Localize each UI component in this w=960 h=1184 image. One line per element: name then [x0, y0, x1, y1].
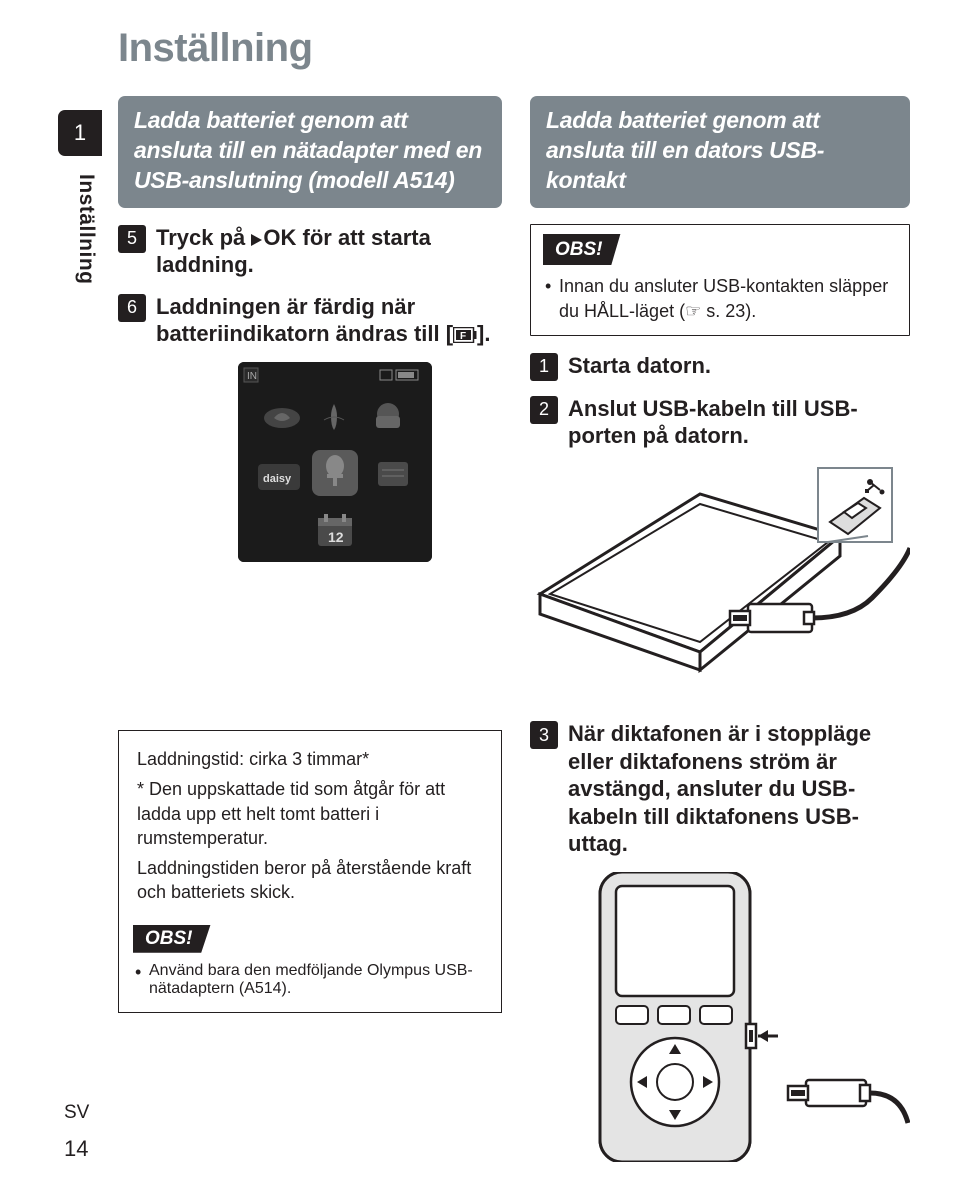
- right-header-box: Ladda batteriet genom att ansluta till e…: [530, 96, 910, 208]
- step-r1-text: Starta datorn.: [568, 352, 910, 381]
- battery-full-icon: F: [453, 327, 477, 343]
- lower-right-block: 3 När diktafonen är i stoppläge eller di…: [530, 720, 910, 1132]
- svg-text:F: F: [460, 331, 466, 342]
- step-r3-text: När diktafonen är i stoppläge eller dikt…: [568, 720, 910, 858]
- svg-text:daisy: daisy: [263, 473, 292, 485]
- page-title: Inställning: [118, 26, 313, 71]
- obs-label: OBS!: [543, 234, 621, 266]
- step-r2: 2 Anslut USB-kabeln till USB-porten på d…: [530, 395, 910, 450]
- step-r1: 1 Starta datorn.: [530, 352, 910, 381]
- footer-language: SV: [64, 1102, 89, 1124]
- device-usb-illustration: [530, 872, 910, 1132]
- sidebar-section-label: Inställning: [74, 174, 98, 285]
- left-header-box: Ladda batteriet genom att ansluta till e…: [118, 96, 502, 208]
- lower-left-block: Laddningstid: cirka 3 timmar* * Den upps…: [118, 730, 502, 1013]
- svg-text:12: 12: [328, 529, 344, 545]
- step-number-6: 6: [118, 294, 146, 322]
- step-number-r1: 1: [530, 353, 558, 381]
- obs-right-item: Innan du ansluter USB-kontakten släpper …: [543, 274, 897, 323]
- note-box: Laddningstid: cirka 3 timmar* * Den upps…: [118, 730, 502, 1013]
- left-column: Ladda batteriet genom att ansluta till e…: [118, 96, 502, 562]
- device-screen-illustration: IN daisy: [238, 362, 432, 562]
- step-5: 5 Tryck på OK för att starta laddning.: [118, 224, 502, 279]
- charging-time-depends: Laddningstiden beror på återstående kraf…: [133, 856, 487, 905]
- section-number-tab: 1: [58, 110, 102, 156]
- step-5-text: Tryck på OK för att starta laddning.: [156, 224, 502, 279]
- step-r2-text: Anslut USB-kabeln till USB-porten på dat…: [568, 395, 910, 450]
- step-6-text: Laddningen är färdig när batteriindikato…: [156, 293, 502, 348]
- obs-label-left: OBS!: [133, 925, 211, 953]
- svg-text:IN: IN: [247, 371, 257, 382]
- step-number-5: 5: [118, 225, 146, 253]
- charging-time-line: Laddningstid: cirka 3 timmar*: [133, 747, 487, 771]
- charging-time-footnote: * Den uppskattade tid som åtgår för att …: [133, 777, 487, 850]
- step-number-r2: 2: [530, 396, 558, 424]
- laptop-usb-illustration: [530, 464, 910, 680]
- step-r3: 3 När diktafonen är i stoppläge eller di…: [530, 720, 910, 858]
- footer-page-number: 14: [64, 1136, 88, 1162]
- step-number-r3: 3: [530, 721, 558, 749]
- obs-left-item: Använd bara den medföljande Olympus USB-…: [133, 962, 487, 998]
- play-icon: [251, 234, 262, 246]
- right-column: Ladda batteriet genom att ansluta till e…: [530, 96, 910, 688]
- step-6: 6 Laddningen är färdig när batteriindika…: [118, 293, 502, 348]
- obs-box-right: OBS! Innan du ansluter USB-kontakten slä…: [530, 224, 910, 336]
